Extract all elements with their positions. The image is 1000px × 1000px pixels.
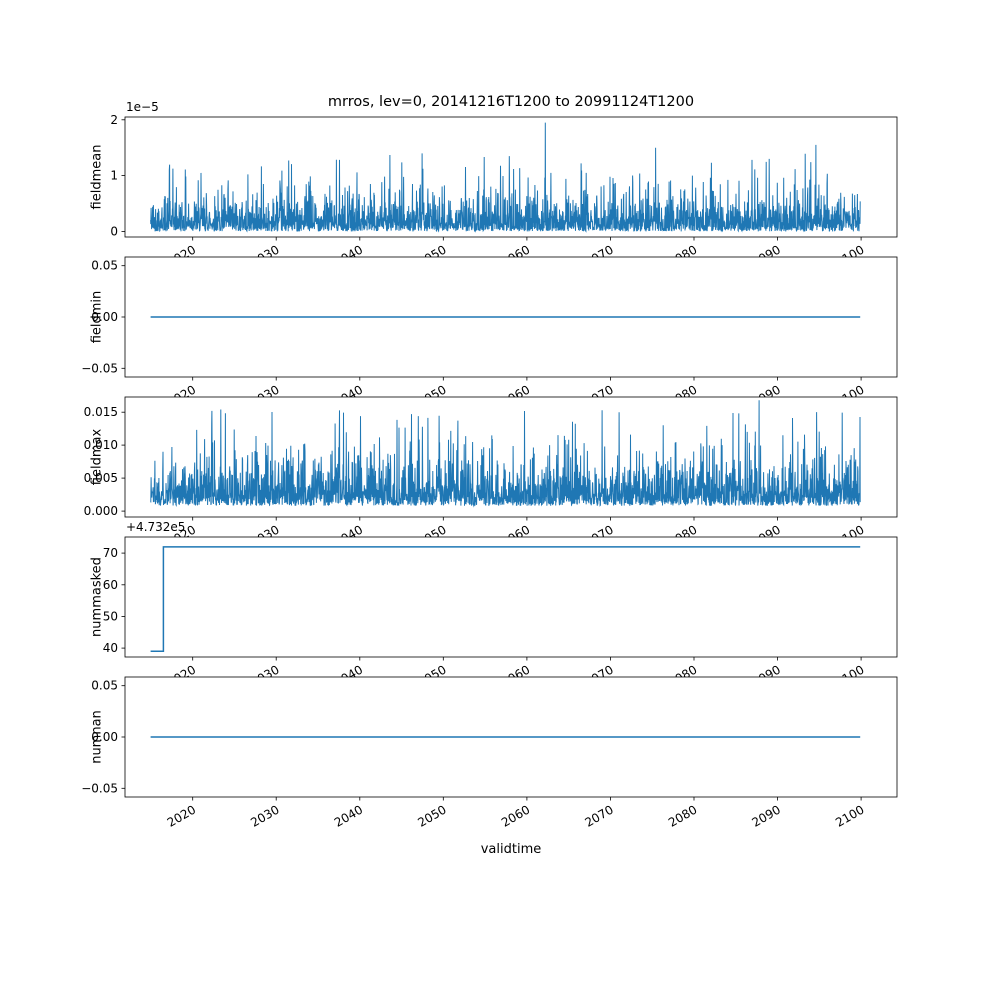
y-axis-ticks: 0 1 2: [110, 113, 125, 238]
y-tick-label: −0.05: [81, 781, 118, 795]
axes-frame: [124, 116, 898, 238]
x-tick-label: 2100: [833, 802, 866, 829]
y-tick-label: 2: [110, 113, 118, 127]
y-tick-label: 40: [103, 641, 118, 655]
series-line-fieldmax: [150, 400, 861, 508]
x-tick-label: 2080: [666, 802, 699, 829]
y-axis-ticks: 40 50 60 70: [103, 546, 125, 655]
x-tick-label: 2070: [582, 802, 615, 829]
y-axis-label-nummasked: nummasked: [89, 557, 105, 637]
y-tick-label: 70: [103, 546, 118, 560]
x-tick-label: 2060: [499, 802, 532, 829]
y-tick-label: 0.000: [84, 504, 118, 518]
y-tick-label: −0.05: [81, 361, 118, 375]
x-tick-label: 2030: [248, 802, 281, 829]
x-tick-label: 2050: [415, 802, 448, 829]
axes-frame: [124, 396, 898, 518]
y-tick-label: 0.05: [91, 679, 118, 693]
y-tick-label: 60: [103, 578, 118, 592]
x-tick-label: 2090: [750, 802, 783, 829]
y-tick-label: 0.010: [84, 438, 118, 452]
x-axis-label: validtime: [480, 842, 542, 857]
y-tick-label: 0.00: [91, 730, 118, 744]
series-line-fieldmean: [150, 122, 861, 233]
y-tick-label: 0.005: [84, 471, 118, 485]
y-tick-label: 0: [110, 224, 118, 238]
y-axis-ticks: 0.000 0.005 0.010 0.015: [84, 405, 125, 518]
y-tick-label: 1: [110, 169, 118, 183]
y-tick-label: 50: [103, 610, 118, 624]
x-axis-ticks: 2020 2030 2040 2050 2060 2070 2080 2090 2100: [165, 797, 867, 830]
y-axis-label-fieldmax: fieldmax: [89, 428, 105, 486]
x-tick-label: 2040: [332, 802, 365, 829]
axes-frame: [124, 536, 898, 658]
y-axis-ticks: −0.05 0.00 0.05: [81, 679, 125, 795]
y-axis-label-fieldmean: fieldmean: [89, 144, 105, 210]
y-tick-label: 0.00: [91, 310, 118, 324]
y-offset-text-nummasked: +4.732e5: [126, 520, 186, 534]
series-line-nummasked: [150, 546, 861, 653]
y-tick-label: 0.05: [91, 259, 118, 273]
y-tick-label: 0.015: [84, 405, 118, 419]
axes-background: [125, 537, 897, 657]
y-axis-label-fieldmin: fieldmin: [89, 290, 105, 344]
y-offset-text-fieldmean: 1e−5: [126, 100, 159, 114]
chart-title: mrros, lev=0, 20141216T1200 to 20991124T…: [327, 94, 695, 110]
y-axis-ticks: −0.05 0.00 0.05: [81, 259, 125, 375]
y-axis-label-numnan: numnan: [89, 710, 105, 764]
x-tick-label: 2020: [165, 802, 198, 829]
